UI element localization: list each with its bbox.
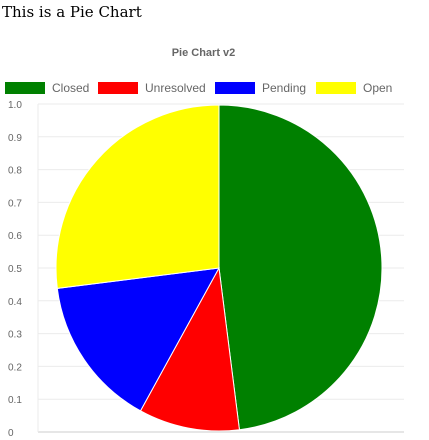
legend-label-closed: Closed: [52, 81, 90, 95]
y-tick-label: 0.8: [8, 166, 22, 177]
y-tick-label: 0.3: [8, 330, 22, 341]
y-axis-ticks: 1.0 0.9 0.8 0.7 0.6 0.5 0.4 0.3 0.2 0.1 0: [8, 100, 22, 439]
chart-title: Pie Chart v2: [171, 47, 236, 59]
pie-slice-pending[interactable]: [56, 267, 220, 412]
legend-item-pending[interactable]: Pending: [215, 80, 306, 96]
pie-slice-unresolved[interactable]: [139, 266, 240, 432]
pie-slice-closed[interactable]: [218, 104, 383, 431]
y-tick-label: 0.2: [8, 362, 22, 373]
legend-label-open: Open: [363, 81, 393, 95]
legend-label-unresolved: Unresolved: [145, 81, 206, 95]
page-heading: This is a Pie Chart: [2, 3, 142, 21]
legend-item-open[interactable]: Open: [316, 80, 392, 96]
y-tick-label: 0.1: [8, 395, 22, 406]
y-tick-label: 0.9: [8, 133, 22, 144]
y-tick-label: 0.4: [8, 297, 22, 308]
legend-swatch-unresolved: [98, 82, 138, 94]
pie: [55, 104, 383, 432]
legend-label-pending: Pending: [262, 81, 307, 95]
y-tick-label: 0: [8, 428, 14, 439]
legend-swatch-closed: [5, 82, 45, 94]
chart-legend: Closed Unresolved Pending Open: [0, 80, 429, 96]
legend-swatch-pending: [215, 82, 255, 94]
y-tick-label: 1.0: [8, 100, 22, 111]
y-tick-label: 0.6: [8, 231, 22, 242]
legend-item-unresolved[interactable]: Unresolved: [98, 80, 206, 96]
pie-slice-open[interactable]: [55, 104, 220, 289]
legend-item-closed[interactable]: Closed: [5, 80, 89, 96]
y-tick-label: 0.5: [8, 264, 22, 275]
y-tick-label: 0.7: [8, 198, 22, 209]
legend-swatch-open: [316, 82, 356, 94]
